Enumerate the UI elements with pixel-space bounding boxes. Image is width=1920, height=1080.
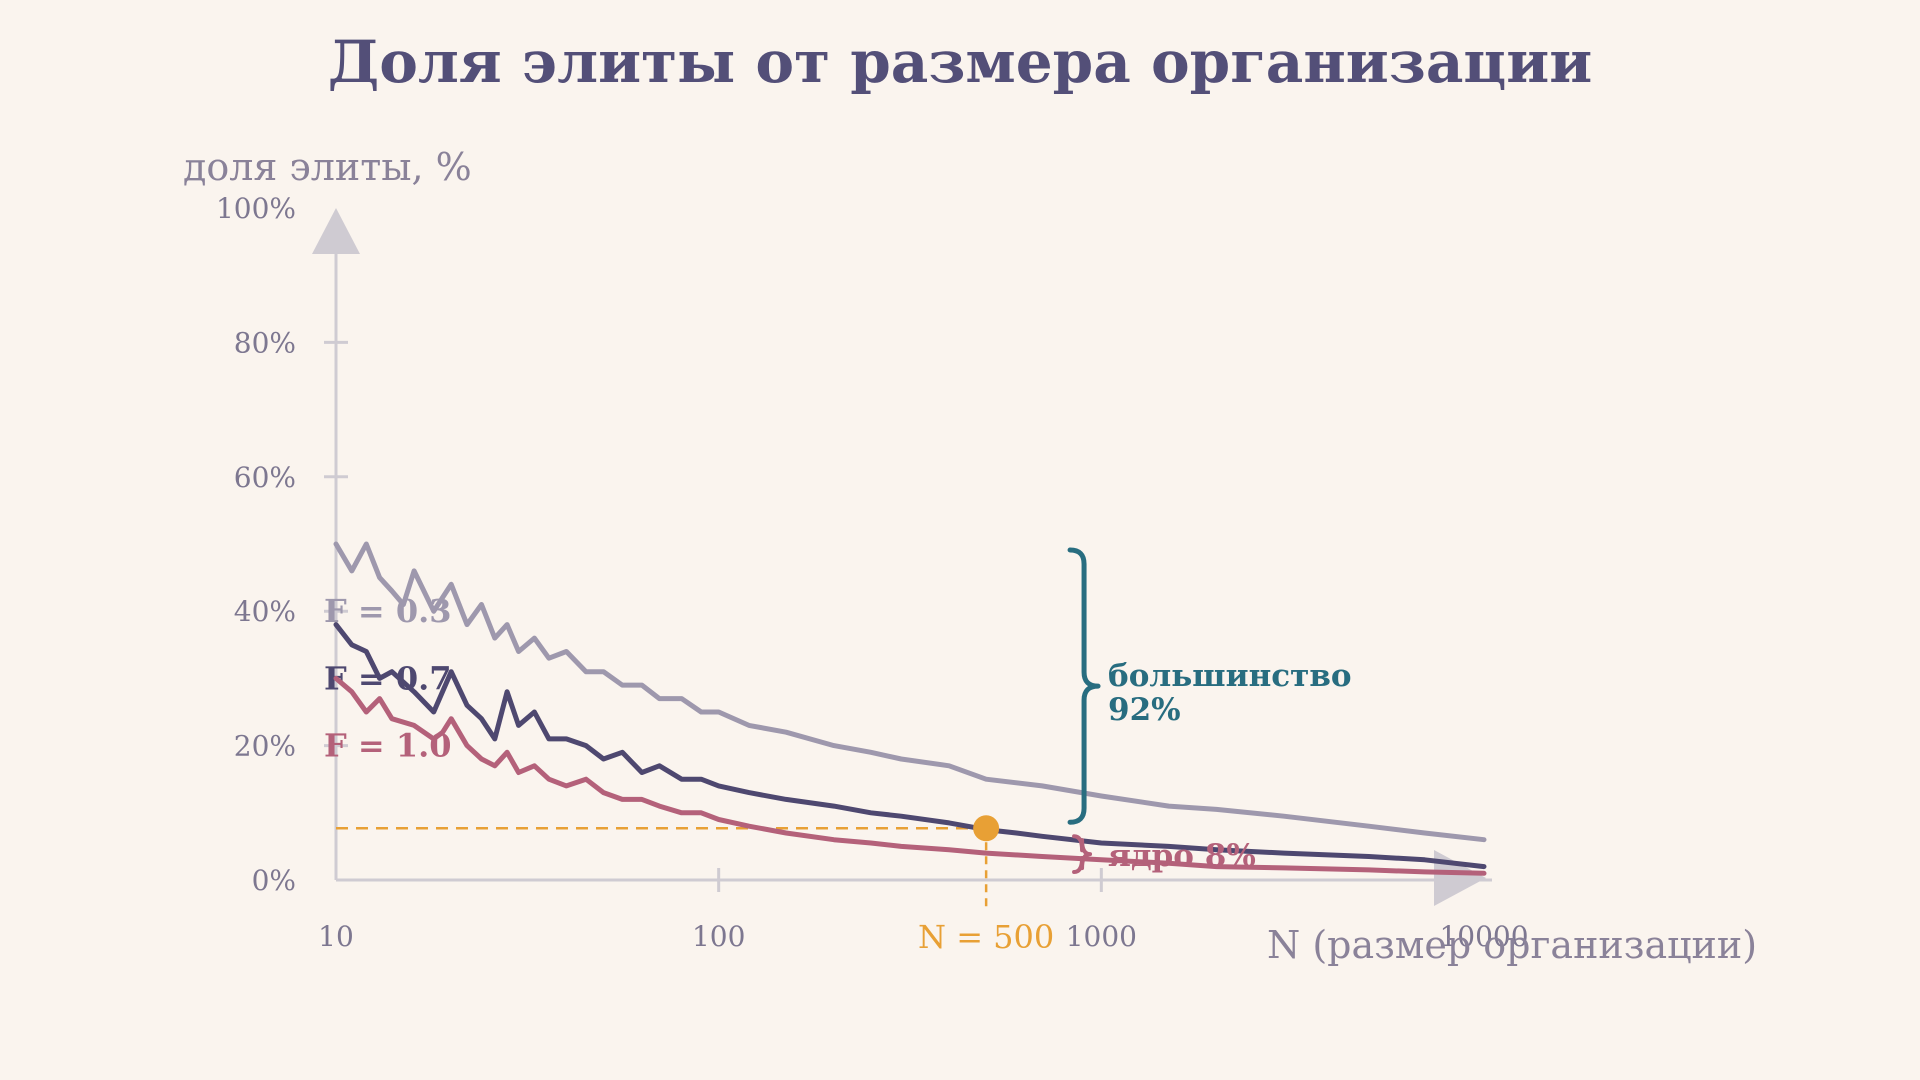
y-ticks: 0% 20% 40% 60% 80% 100% [216,192,348,897]
x-axis-title: N (размер организации) [1267,923,1757,967]
core-annotation: ядро 8% [1108,838,1256,874]
y-tick-label: 40% [234,595,296,628]
x-tick-label: 1000 [1066,920,1137,953]
series-label: F = 0.7 [324,659,451,697]
reference-label: N = 500 [918,918,1054,956]
y-axis-arrow [312,208,360,254]
y-tick-label: 100% [216,192,296,225]
x-tick-label: 100 [692,920,745,953]
series-group: F = 0.3 F = 0.7 F = 1.0 [324,541,1487,876]
majority-brace [1067,547,1101,825]
x-ticks: 10 100 1000 10000 [318,868,1529,953]
y-tick-label: 0% [252,864,296,897]
y-tick-label: 20% [234,730,296,763]
chart-title: Доля элиты от размера организации [328,28,1593,96]
series-line [333,622,1487,870]
majority-annotation: большинство 92% [1108,658,1362,728]
y-axis-title: доля элиты, % [183,145,472,189]
series-label: F = 0.3 [324,592,451,630]
y-tick-label: 80% [234,326,296,359]
y-tick-label: 60% [234,461,296,494]
majority-annotation-label: большинство [1108,658,1352,694]
x-tick-label: 10 [318,920,354,953]
majority-annotation-value: 92% [1108,692,1181,728]
core-brace [1072,834,1093,874]
series-label: F = 1.0 [324,727,451,765]
reference-point [973,815,1000,842]
x-tick-label: 10000 [1439,920,1528,953]
x-axis-arrow [1434,850,1486,906]
series-line [333,675,1487,876]
plot-area: 0% 20% 40% 60% 80% 100% 10 100 1000 10000 F = 0.… [216,192,1757,967]
series-line [333,541,1487,843]
